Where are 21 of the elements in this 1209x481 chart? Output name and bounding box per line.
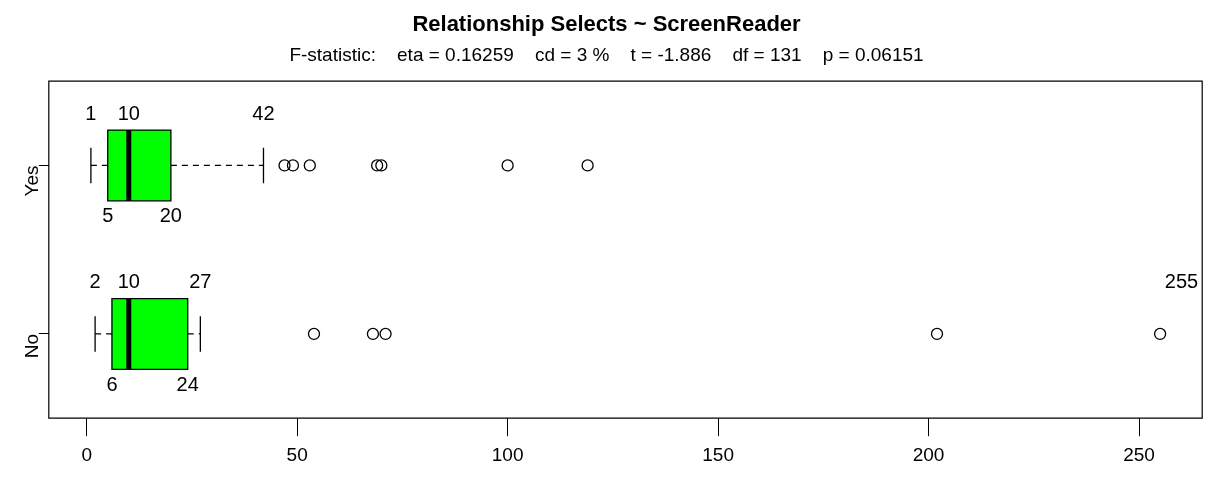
annotation: 5 [102, 204, 114, 227]
annotation: 27 [189, 270, 212, 293]
x-tick-label: 200 [912, 443, 945, 465]
annotation: 6 [106, 372, 118, 395]
x-tick-label: 150 [702, 443, 734, 465]
annotation: 10 [117, 101, 140, 124]
annotation: 1 [85, 101, 97, 124]
annotation: 10 [117, 270, 140, 293]
y-tick-label: No [21, 333, 43, 359]
y-tick-label: Yes [21, 165, 43, 197]
chart-subtitle: F-statistic: eta = 0.16259 cd = 3 % t = -1.886 df = 131 p = 0.06151 [289, 44, 924, 66]
annotation: 255 [1164, 270, 1199, 293]
annotation: 24 [176, 372, 199, 395]
x-tick-label: 50 [286, 443, 308, 465]
annotation: 42 [252, 101, 275, 124]
chart-title: Relationship Selects ~ ScreenReader [412, 11, 802, 37]
x-tick-label: 250 [1123, 443, 1155, 465]
x-tick-label: 100 [491, 443, 524, 465]
annotation: 20 [159, 204, 182, 227]
x-tick-label: 0 [81, 443, 92, 465]
annotation: 2 [89, 270, 101, 293]
